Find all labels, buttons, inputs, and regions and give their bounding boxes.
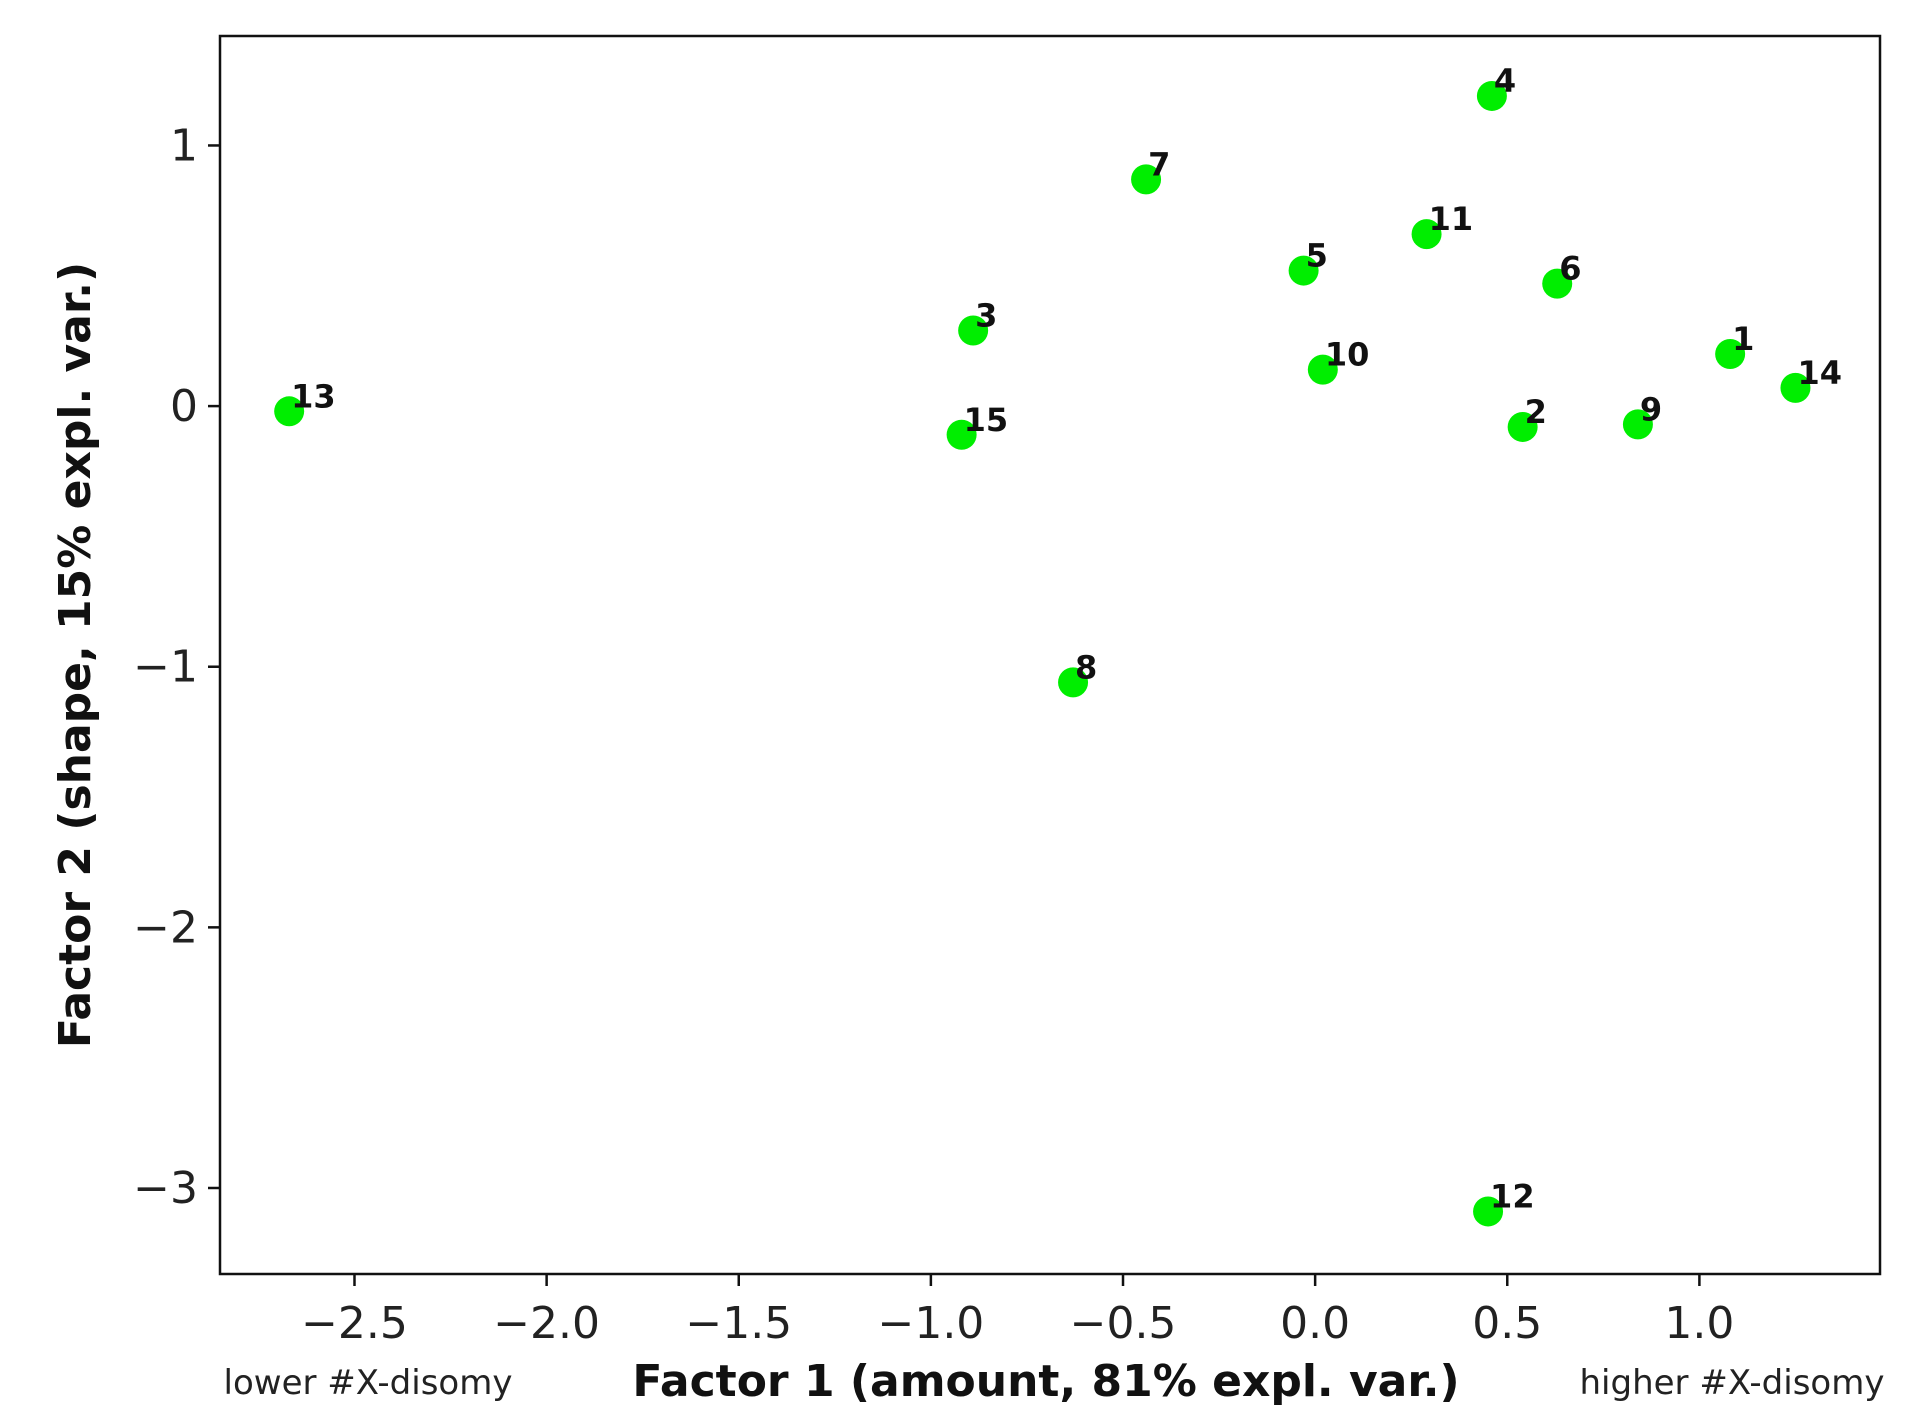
x-tick-label: 1.0 [1664,1298,1734,1349]
data-point [958,315,989,346]
data-point [1307,354,1338,385]
y-tick-label: 0 [170,381,198,432]
data-point-label: 5 [1306,237,1328,275]
y-axis-ticks: 1 0 −1 −2 −3 [133,120,220,1214]
y-tick-label: 1 [170,120,198,171]
x-tick-label: −1.5 [685,1298,792,1349]
data-point-label: 8 [1075,648,1097,686]
annotation-lower-disomy: lower #X-disomy [224,1363,513,1403]
data-point-label: 14 [1797,354,1842,392]
y-axis-label: Factor 2 (shape, 15% expl. var.) [50,262,101,1048]
data-point-label: 7 [1148,145,1170,183]
data-point [1476,80,1507,111]
data-point-label: 2 [1525,393,1547,431]
annotation-higher-disomy: higher #X-disomy [1580,1363,1885,1403]
y-tick-label: −1 [133,642,198,693]
x-tick-label: −2.0 [493,1298,600,1349]
data-point [1058,667,1089,698]
x-tick-label: −0.5 [1070,1298,1177,1349]
data-point [1288,255,1319,286]
x-tick-label: −2.5 [301,1298,408,1349]
data-point [274,396,305,427]
data-point [1507,411,1538,442]
data-point [1542,268,1573,299]
data-point-label: 11 [1429,200,1474,238]
x-axis-ticks: −2.5 −2.0 −1.5 −1.0 −0.5 0.0 0.5 1.0 [301,1274,1734,1349]
plot-frame [218,34,1882,1276]
data-point [1131,164,1162,195]
data-point-label: 10 [1325,336,1370,374]
data-point-label: 15 [964,401,1009,439]
y-tick-label: −2 [133,902,198,953]
data-point-label: 9 [1640,390,1662,428]
x-tick-label: 0.5 [1472,1298,1542,1349]
data-point-label: 1 [1732,320,1754,358]
data-point [1411,219,1442,250]
data-point-label: 3 [975,297,997,335]
data-point [1715,338,1746,369]
data-point-label: 6 [1559,250,1581,288]
data-point [1473,1196,1504,1227]
x-axis-label: Factor 1 (amount, 81% expl. var.) [632,1356,1459,1407]
data-point-label: 4 [1494,62,1516,100]
x-tick-label: 0.0 [1280,1298,1350,1349]
data-point-label: 13 [291,377,336,415]
data-point [1622,409,1653,440]
data-point-label: 12 [1490,1177,1535,1215]
x-tick-label: −1.0 [877,1298,984,1349]
data-point [1780,372,1811,403]
data-point [946,419,977,450]
y-tick-label: −3 [133,1163,198,1214]
